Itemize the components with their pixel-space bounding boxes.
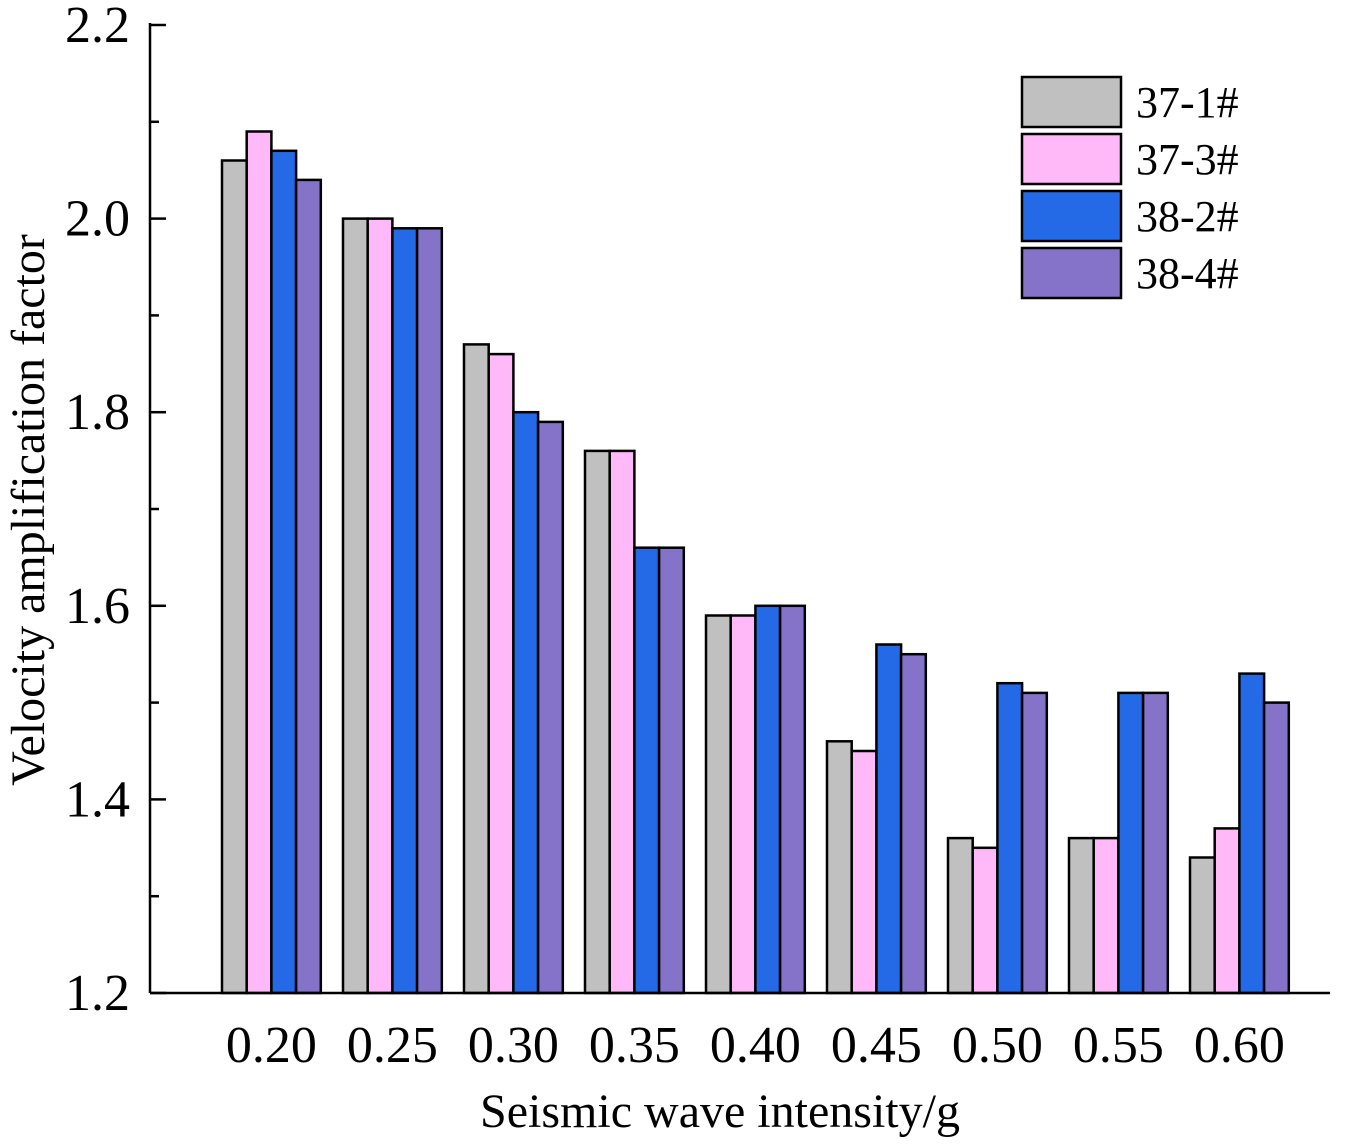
bar-38-2-0.60	[1238, 672, 1266, 995]
bar-38-4-0.25	[415, 227, 444, 995]
legend-swatch	[1020, 189, 1123, 243]
bar-37-1-0.40	[704, 614, 732, 995]
bar-37-1-0.45	[825, 740, 853, 995]
x-tick-label: 0.50	[952, 1017, 1043, 1074]
x-tick-label: 0.30	[468, 1017, 559, 1074]
bar-38-2-0.20	[270, 149, 298, 995]
bar-37-1-0.55	[1067, 836, 1095, 995]
bar-38-2-0.50	[996, 681, 1024, 995]
bar-38-4-0.35	[657, 546, 686, 995]
bar-37-1-0.30	[462, 343, 490, 995]
bar-38-4-0.40	[778, 604, 807, 995]
y-tick-label: 1.4	[65, 771, 130, 828]
bar-38-4-0.55	[1141, 691, 1170, 995]
bar-38-4-0.60	[1262, 701, 1291, 995]
axes-layer: 1.2 1.4 1.6 1.8 2.0 2.2 0.20 0.25 0.30 0.35 0.40 0.…	[65, 0, 1330, 1074]
bar-37-3-0.40	[729, 614, 757, 995]
bar-38-4-0.30	[536, 420, 565, 995]
bar-37-1-0.25	[341, 217, 369, 995]
bars-layer	[220, 130, 1291, 995]
bar-37-3-0.50	[971, 846, 999, 995]
x-tick-label: 0.25	[347, 1017, 438, 1074]
x-tick-label: 0.35	[589, 1017, 680, 1074]
x-tick-label: 0.45	[831, 1017, 922, 1074]
x-axis-title: Seismic wave intensity/g	[480, 1085, 960, 1138]
bar-38-2-0.35	[633, 546, 661, 995]
bar-37-1-0.60	[1188, 856, 1216, 995]
y-tick-label: 1.8	[65, 384, 130, 441]
y-tick-label: 2.2	[65, 0, 130, 54]
legend-swatch	[1020, 132, 1123, 186]
legend-label: 37-3#	[1136, 135, 1239, 184]
bar-37-1-0.50	[946, 836, 974, 995]
legend-label: 37-1#	[1136, 78, 1239, 127]
bar-38-2-0.30	[512, 410, 540, 995]
bar-37-1-0.20	[220, 159, 248, 995]
x-tick-label: 0.20	[226, 1017, 317, 1074]
bar-38-2-0.45	[875, 643, 903, 995]
bar-37-3-0.30	[487, 352, 515, 995]
bar-38-2-0.25	[391, 227, 419, 995]
bar-37-3-0.25	[366, 217, 394, 995]
bar-37-3-0.60	[1213, 827, 1241, 995]
y-axis-title: Velocity amplification factor	[2, 234, 55, 786]
bar-37-1-0.35	[583, 449, 611, 995]
bar-38-4-0.50	[1020, 691, 1049, 995]
y-tick-label: 1.6	[65, 578, 130, 635]
x-tick-label: 0.60	[1194, 1017, 1285, 1074]
legend-swatch	[1020, 246, 1123, 300]
y-tick-label: 2.0	[65, 191, 130, 248]
bar-37-3-0.55	[1092, 836, 1120, 995]
legend: 37-1# 37-3# 38-2# 38-4#	[1020, 75, 1239, 300]
bar-37-3-0.45	[850, 749, 878, 995]
bar-38-4-0.20	[294, 178, 323, 995]
bar-38-4-0.45	[899, 652, 928, 995]
bar-38-2-0.55	[1117, 691, 1145, 995]
bar-37-3-0.20	[245, 130, 273, 995]
x-tick-label: 0.55	[1073, 1017, 1164, 1074]
x-tick-label: 0.40	[710, 1017, 801, 1074]
y-tick-label: 1.2	[65, 965, 130, 1022]
legend-label: 38-2#	[1136, 192, 1239, 241]
legend-label: 38-4#	[1136, 249, 1239, 298]
bar-38-2-0.40	[754, 604, 782, 995]
bar-37-3-0.35	[608, 449, 636, 995]
legend-swatch	[1020, 75, 1123, 129]
